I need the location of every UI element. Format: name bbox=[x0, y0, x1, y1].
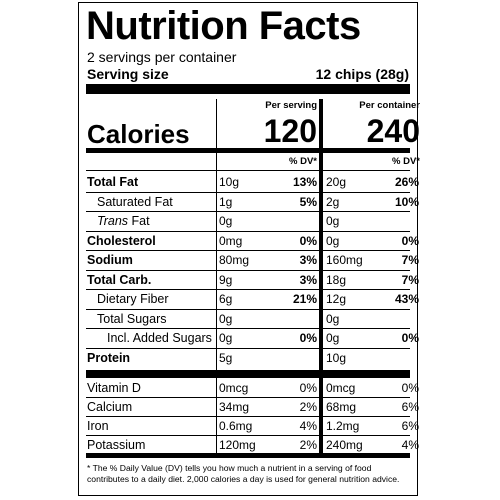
calories-label: Calories bbox=[87, 119, 190, 149]
divider-dv bbox=[86, 170, 410, 171]
vitamin-serving-dv: 2% bbox=[299, 400, 317, 414]
vitamin-name: Vitamin D bbox=[87, 381, 141, 395]
row-divider bbox=[86, 308, 410, 310]
vitamin-container-amt: 1.2mg bbox=[326, 419, 360, 433]
dv-header-serving: % DV* bbox=[289, 156, 317, 167]
nutrient-name: Incl. Added Sugars bbox=[107, 331, 212, 345]
nutrient-serving-amt: 0g bbox=[219, 331, 233, 345]
nutrient-serving-dv: 13% bbox=[292, 175, 317, 189]
nutrient-name: Total Fat bbox=[87, 175, 139, 189]
nutrient-container-dv: 0% bbox=[401, 233, 419, 248]
row-divider bbox=[86, 416, 410, 417]
medium-divider-footnote bbox=[86, 453, 410, 458]
footnote: * The % Daily Value (DV) tells you how m… bbox=[87, 463, 400, 484]
nutrient-serving-dv: 3% bbox=[299, 253, 317, 267]
nutrient-serving-amt: 10g bbox=[219, 175, 240, 189]
nutrient-serving-amt: 5g bbox=[219, 350, 233, 365]
row-divider bbox=[86, 191, 410, 193]
row-divider bbox=[86, 397, 410, 398]
column-separator-container bbox=[319, 99, 323, 453]
nutrient-serving-amt: 9g bbox=[219, 272, 233, 287]
vitamin-container-amt: 0mcg bbox=[326, 381, 356, 395]
nutrient-container-amt: 18g bbox=[326, 272, 347, 287]
nutrient-container-dv: 7% bbox=[401, 253, 419, 267]
vitamin-serving-amt: 0.6mg bbox=[219, 419, 253, 433]
nutrient-container-amt: 160mg bbox=[326, 253, 363, 267]
row-divider bbox=[86, 435, 410, 436]
vitamin-name: Calcium bbox=[87, 400, 133, 414]
nutrient-serving-amt: 6g bbox=[219, 292, 233, 306]
nutrient-serving-amt: 0g bbox=[219, 214, 233, 228]
vitamin-name: Potassium bbox=[87, 438, 146, 452]
vitamin-container-amt: 240mg bbox=[326, 438, 363, 452]
nutrient-name: Protein bbox=[87, 350, 131, 365]
nutrient-name: Dietary Fiber bbox=[97, 292, 169, 306]
medium-divider-calories bbox=[86, 148, 410, 153]
calories-per-serving: 120 bbox=[263, 113, 317, 149]
nutrient-container-dv: 7% bbox=[401, 272, 419, 287]
thick-divider-top bbox=[86, 84, 410, 94]
vitamin-container-dv: 4% bbox=[401, 438, 419, 452]
row-divider bbox=[86, 269, 410, 271]
nutrient-name-italic: Trans bbox=[97, 214, 129, 228]
calories-per-container: 240 bbox=[366, 113, 420, 149]
nutrient-serving-amt: 0mg bbox=[219, 233, 243, 248]
nutrient-container-amt: 0g bbox=[326, 214, 340, 228]
vitamin-container-dv: 6% bbox=[401, 419, 419, 433]
nutrient-name: Trans Fat bbox=[87, 213, 150, 229]
nutrient-name: Total Carb. bbox=[87, 272, 152, 287]
thick-divider-vitamins bbox=[86, 370, 410, 378]
vitamin-serving-dv: 4% bbox=[299, 419, 317, 433]
nutrient-serving-amt: 1g bbox=[219, 194, 233, 209]
servings-per-container: 2 servings per container bbox=[87, 49, 237, 65]
nutrient-container-dv: 10% bbox=[394, 194, 419, 209]
row-divider bbox=[86, 211, 410, 212]
nutrient-container-dv: 43% bbox=[394, 292, 419, 306]
row-divider bbox=[86, 328, 410, 329]
nutrient-serving-dv: 0% bbox=[299, 331, 317, 345]
vitamin-container-dv: 6% bbox=[401, 400, 419, 414]
column-separator-serving bbox=[216, 99, 217, 453]
nutrient-name: Saturated Fat bbox=[97, 194, 173, 209]
nutrient-container-amt: 0g bbox=[326, 233, 340, 248]
nutrient-container-dv: 26% bbox=[394, 175, 419, 189]
per-serving-header: Per serving bbox=[265, 100, 317, 111]
nutrient-name: Total Sugars bbox=[97, 311, 167, 326]
label-inner: Nutrition Facts 2 servings per container… bbox=[86, 3, 420, 495]
nutrient-container-amt: 10g bbox=[326, 350, 347, 365]
row-divider bbox=[86, 230, 410, 232]
per-container-header: Per container bbox=[359, 100, 420, 111]
nutrient-name: Sodium bbox=[87, 253, 133, 267]
row-divider bbox=[86, 289, 410, 290]
nutrition-label: Nutrition Facts 2 servings per container… bbox=[78, 2, 420, 496]
serving-size-value: 12 chips (28g) bbox=[315, 66, 409, 82]
nutrient-serving-dv: 3% bbox=[299, 272, 317, 287]
nutrient-container-amt: 12g bbox=[326, 292, 347, 306]
dv-header-container: % DV* bbox=[392, 156, 420, 167]
nutrient-serving-dv: 21% bbox=[292, 292, 317, 306]
nutrient-container-dv: 0% bbox=[401, 331, 419, 345]
label-title: Nutrition Facts bbox=[86, 4, 361, 48]
nutrient-serving-dv: 5% bbox=[299, 194, 317, 209]
nutrient-serving-amt: 80mg bbox=[219, 253, 250, 267]
nutrient-name-rest: Fat bbox=[128, 214, 150, 228]
vitamin-container-amt: 68mg bbox=[326, 400, 357, 414]
vitamin-serving-amt: 34mg bbox=[219, 400, 250, 414]
nutrient-name: Cholesterol bbox=[87, 233, 156, 248]
nutrient-serving-dv: 0% bbox=[299, 233, 317, 248]
vitamin-serving-dv: 2% bbox=[299, 438, 317, 452]
vitamin-serving-amt: 0mcg bbox=[219, 381, 249, 395]
row-divider bbox=[86, 250, 410, 251]
vitamin-serving-amt: 120mg bbox=[219, 438, 256, 452]
nutrient-container-amt: 2g bbox=[326, 194, 340, 209]
nutrient-serving-amt: 0g bbox=[219, 311, 233, 326]
serving-size-label: Serving size bbox=[87, 66, 169, 82]
vitamin-container-dv: 0% bbox=[401, 381, 419, 395]
nutrient-container-amt: 0g bbox=[326, 331, 340, 345]
nutrient-container-amt: 0g bbox=[326, 311, 340, 326]
vitamin-serving-dv: 0% bbox=[299, 381, 317, 395]
vitamin-name: Iron bbox=[87, 419, 109, 433]
row-divider bbox=[86, 347, 410, 349]
nutrient-container-amt: 20g bbox=[326, 175, 347, 189]
